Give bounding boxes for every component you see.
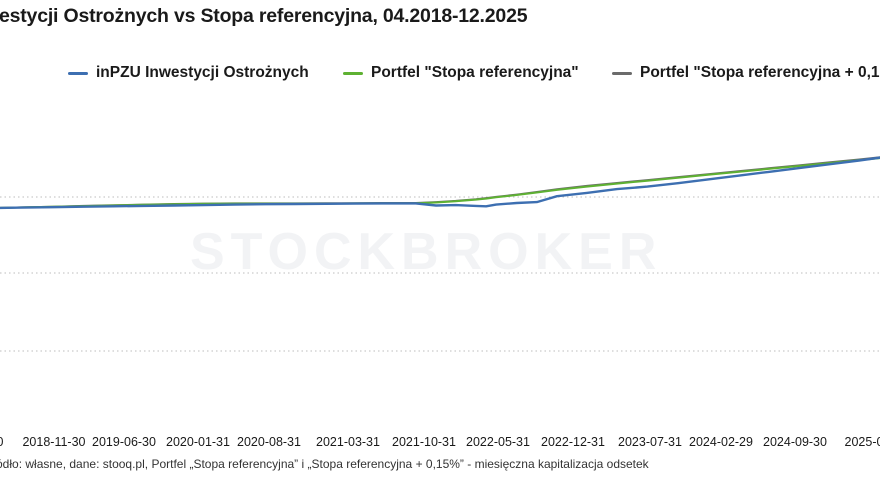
legend-label-stopa: Portfel "Stopa referencyjna" <box>371 64 579 81</box>
grid <box>0 196 880 352</box>
series-line-stopa <box>0 157 880 209</box>
watermark: STOCKBROKER <box>190 223 663 281</box>
x-tick-label: 2021-10-31 <box>392 435 456 449</box>
chart-title: westycji Ostrożnych vs Stopa referencyjn… <box>0 5 528 27</box>
x-tick-label: 2018-11-30 <box>22 435 85 449</box>
legend: inPZU Inwestycji Ostrożnych Portfel "Sto… <box>0 64 880 86</box>
x-tick-label: 2020-08-31 <box>237 435 301 449</box>
x-tick-label: 2022-05-31 <box>466 435 530 449</box>
legend-swatch-stopa <box>343 71 363 75</box>
legend-item-stopa[interactable]: Portfel "Stopa referencyjna" <box>343 64 579 82</box>
x-tick-label: 2021-03-31 <box>316 435 380 449</box>
x-tick-label: 2025-0 <box>845 435 880 449</box>
x-tick-label: 2023-07-31 <box>618 435 682 449</box>
legend-swatch-stopa-plus <box>612 71 632 75</box>
legend-item-inpzu[interactable]: inPZU Inwestycji Ostrożnych <box>68 64 309 82</box>
x-tick-label: 2020-01-31 <box>166 435 230 449</box>
legend-label-inpzu: inPZU Inwestycji Ostrożnych <box>96 64 309 81</box>
legend-label-stopa-plus: Portfel "Stopa referencyjna + 0,15 <box>640 64 880 81</box>
x-tick-label: 0 <box>0 435 4 449</box>
series-line-inpzu <box>0 156 880 210</box>
x-axis-ticks: 0 2018-11-30 2019-06-30 2020-01-31 2020-08-3… <box>0 435 880 449</box>
x-tick-label: 2022-12-31 <box>541 435 605 449</box>
x-tick-label: 2024-09-30 <box>763 435 827 449</box>
series-lines <box>0 156 880 210</box>
x-tick-label: 2019-06-30 <box>92 435 156 449</box>
legend-item-stopa-plus[interactable]: Portfel "Stopa referencyjna + 0,15 <box>612 64 880 82</box>
legend-swatch-inpzu <box>68 71 88 75</box>
x-tick-label: 2024-02-29 <box>689 435 753 449</box>
series-line-stopa-plus <box>0 156 880 209</box>
source-note: ódło: własne, dane: stooq.pl, Portfel „S… <box>0 457 649 471</box>
